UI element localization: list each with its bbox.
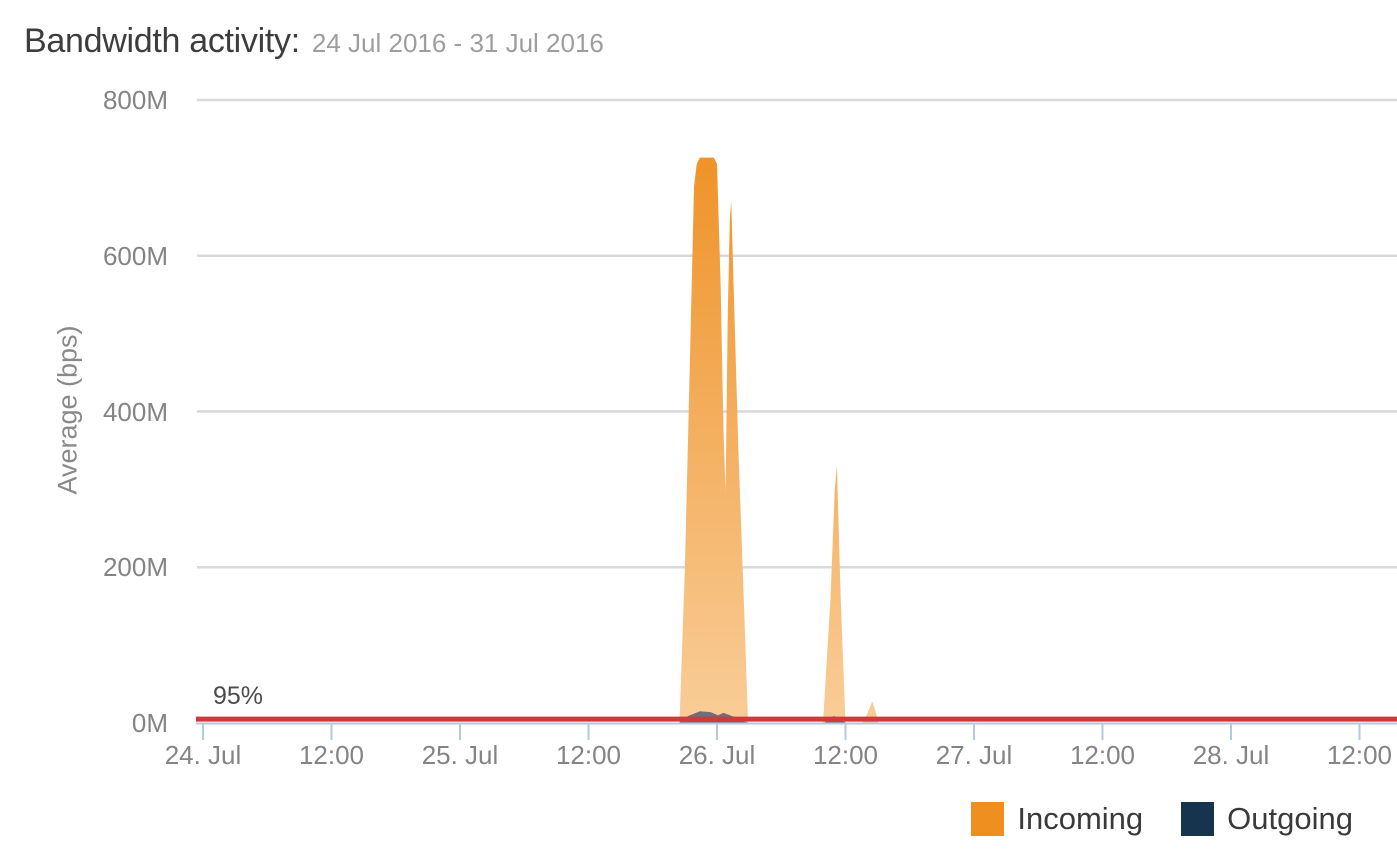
x-tick-label-5: 12:00	[812, 740, 879, 770]
horizontal-gridlines	[197, 98, 1397, 569]
date-range-subtitle: 24 Jul 2016 - 31 Jul 2016	[311, 28, 604, 58]
legend-swatch-outgoing-icon	[1181, 802, 1215, 836]
x-tick-label-3: 12:00	[555, 740, 622, 770]
x-axis-tick-marks	[202, 724, 1361, 740]
x-tick-label-8: 28. Jul	[1192, 740, 1270, 770]
y-tick-label-800M: 800M	[102, 85, 168, 115]
chart-header: Bandwidth activity: 24 Jul 2016 - 31 Jul…	[24, 22, 604, 61]
legend-swatch-incoming-icon	[971, 802, 1005, 836]
percentile-95-label: 95%	[213, 682, 264, 710]
x-tick-label-1: 12:00	[298, 740, 365, 770]
y-tick-label-0M: 0M	[131, 708, 168, 738]
x-tick-label-2: 25. Jul	[421, 740, 499, 770]
x-tick-label-0: 24. Jul	[164, 740, 242, 770]
y-tick-label-400M: 400M	[102, 396, 168, 427]
legend-label-outgoing: Outgoing	[1227, 801, 1353, 836]
legend-label-incoming: Incoming	[1017, 801, 1144, 836]
legend-item-outgoing[interactable]: Outgoing	[1181, 801, 1353, 837]
y-tick-label-200M: 200M	[102, 552, 168, 583]
incoming-area-series	[203, 157, 1397, 724]
x-tick-label-4: 26. Jul	[678, 740, 756, 770]
x-tick-label-9: 12:00	[1326, 740, 1393, 770]
x-tick-label-7: 12:00	[1069, 740, 1136, 770]
legend-item-incoming[interactable]: Incoming	[971, 801, 1143, 837]
chart-legend: Incoming Outgoing	[971, 801, 1353, 837]
y-tick-label-600M: 600M	[102, 240, 168, 271]
page-title: Bandwidth activity:	[24, 22, 300, 60]
x-tick-label-6: 27. Jul	[935, 740, 1013, 770]
